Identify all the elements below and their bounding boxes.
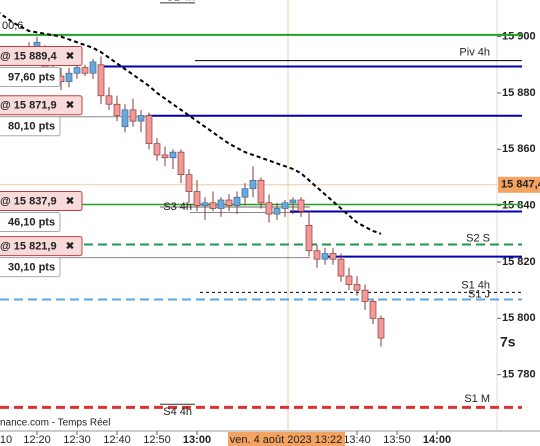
candle-body [145,115,153,145]
order-pts: 46,10 pts [8,216,55,228]
y-tick-label: 15 800 [502,312,536,324]
candle-body [225,199,233,206]
candle-body [249,179,257,190]
order-close[interactable]: ✖ [65,100,74,112]
order-price: @ 15 837,9 [0,195,57,207]
candle-body [273,208,281,215]
order-box [0,95,83,116]
candle-body [73,67,81,74]
level-label: S4 4h [163,406,192,418]
candle-body [185,174,193,192]
candle-body [81,67,89,74]
candle-body [161,154,169,159]
x-tick-label: 13:00 [183,434,211,446]
level-label: S2 S [466,232,490,244]
candle-body [281,202,289,209]
y-tick-label: 15 840 [502,200,536,212]
candle-body [265,202,273,215]
pts-box [0,257,61,278]
candle-body [169,151,177,159]
y-tick-label: 15 780 [502,369,536,381]
candle-body [121,109,129,128]
pts-box [0,212,61,233]
level-label: S1 4h [166,0,195,4]
x-tick-label: 14:00 [423,434,451,446]
candle-body [137,115,145,122]
candle-body [233,196,241,206]
order-price: @ 15 821,9 [0,241,57,253]
y-tick-label: 15 880 [502,87,536,99]
x-tick-label: 12:40 [103,434,131,446]
order-box [0,191,83,212]
candle-body [313,250,321,260]
candle-body [177,151,185,176]
current-price-box [498,176,540,193]
pts-box [0,116,61,137]
candle-body [297,199,305,212]
order-price: @ 15 889,4 [0,50,57,62]
timer: 7s [500,334,516,350]
candle-body [241,188,249,198]
order-pts: 30,10 pts [8,262,55,274]
level-label: S1 M [464,393,490,405]
candle-body [89,61,97,74]
candle-body [329,253,337,260]
candle-body [113,103,121,116]
x-tick-label: 12:30 [63,434,91,446]
y-tick-label: 15 900 [502,31,536,43]
candle-body [369,301,377,319]
candle-body [193,191,201,206]
level-label: S1 J [468,288,490,300]
candle-body [361,289,369,302]
level-label: S1 4h [461,279,490,291]
candle-body [105,95,113,105]
y-tick-label: 15 820 [502,256,536,268]
x-tick-label: 13:40 [343,434,371,446]
x-tick-label: 13:50 [383,434,411,446]
candle-body [129,109,137,122]
candle-body [377,317,385,339]
candle-body [257,179,265,204]
candle-body [289,199,297,204]
candle-body [153,143,161,156]
crosshair-label: ven. 4 août 2023 13:22 [230,434,343,446]
candle-body [305,225,313,252]
pts-box [0,66,61,87]
order-pts: 97,60 pts [8,71,55,83]
level-label: 00,6 [2,20,23,32]
x-tick-label: 12:20 [23,434,51,446]
candle-body [97,64,105,97]
candle-body [209,202,217,209]
candle-body [345,275,353,285]
candle-body [201,202,209,206]
source: nance.com - Temps Réel [0,418,110,429]
candle-body [353,284,361,291]
x-tick-label: 10 [0,434,12,446]
x-tick-label: 12:50 [143,434,171,446]
order-close[interactable]: ✖ [65,195,74,207]
order-pts: 80,10 pts [8,121,55,133]
moving-average [0,12,382,235]
order-price: @ 15 871,9 [0,100,57,112]
order-box [0,236,83,257]
crosshair-box [228,432,345,446]
y-tick-label: 15 860 [502,143,536,155]
current-price-label: 15 847,4 [501,179,540,191]
candle-body [321,253,329,260]
level-label: Piv 4h [459,46,490,58]
order-box [0,45,83,66]
candle-body [65,72,73,83]
order-close[interactable]: ✖ [65,50,74,62]
level-label: S3 4h [163,201,192,213]
candle-body [337,258,345,277]
candle-body [217,199,225,209]
order-close[interactable]: ✖ [65,241,74,253]
